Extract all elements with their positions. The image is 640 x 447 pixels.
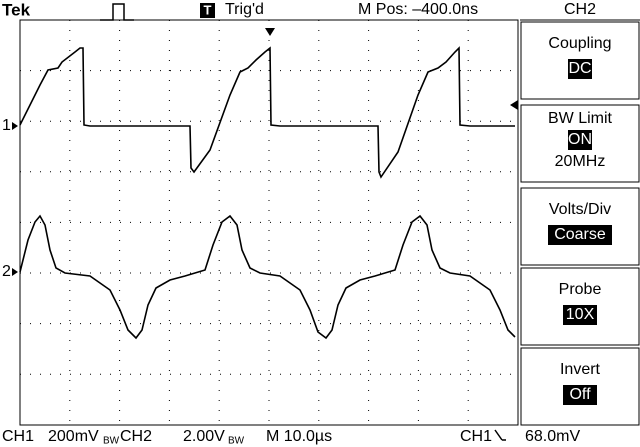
ch1-arrow [12, 122, 18, 130]
menu-value: Coarse [554, 226, 606, 243]
graticule-border [19, 19, 519, 426]
footer-ch2: CH2 [120, 428, 152, 445]
trigger-level-marker [510, 100, 518, 110]
menu-value: Off [569, 386, 591, 403]
menu-value-box [548, 225, 612, 245]
footer-ch1-scale: 200mV [48, 428, 99, 445]
menu-value-box [568, 59, 592, 79]
side-menu: Coupling DC BW Limit ON 20MHz Volts/Div Coarse… [520, 19, 640, 426]
ch2-arrow [12, 268, 18, 276]
menu-box [520, 187, 640, 266]
menu-label: Probe [559, 281, 602, 298]
channel: CH2 [564, 1, 596, 18]
menu-value: 10X [566, 306, 595, 323]
menu-box [520, 347, 640, 426]
trigger-status: Trig'd [225, 1, 264, 18]
position: M Pos: –400.0ns [358, 1, 478, 18]
footer-trigger-level: 68.0mV [525, 428, 580, 445]
ch1-marker: 1 [2, 117, 11, 134]
footer-ch1-bw: BW [103, 436, 120, 447]
trigger-slope-icon [494, 429, 506, 441]
trigger-icon: T [204, 2, 212, 17]
menu-label: Coupling [548, 35, 611, 52]
footer-ch2-bw: BW [228, 436, 245, 447]
menu-box [520, 267, 640, 346]
menu-box [520, 104, 640, 183]
menu-value: DC [568, 60, 591, 77]
menu-label: Invert [560, 361, 601, 378]
menu-value-box [563, 385, 597, 405]
menu-value-box [563, 305, 597, 325]
menu-extra: 20MHz [555, 153, 606, 170]
footer-ch1: CH1 [2, 428, 34, 445]
ch2-waveform [19, 214, 516, 340]
menu-value: ON [568, 131, 592, 148]
trigger-icon-box [200, 3, 215, 18]
menu-label: BW Limit [548, 110, 613, 127]
ch2-marker: 2 [2, 263, 11, 280]
ch1-waveform [19, 46, 515, 179]
pulse-icon [100, 3, 134, 21]
menu-label: Volts/Div [549, 201, 611, 218]
trigger-position-marker [265, 28, 275, 36]
brand: Tek [2, 0, 31, 19]
footer-trigger-source: CH1 [460, 428, 492, 445]
menu-box [520, 21, 640, 100]
menu-value-box [568, 130, 592, 150]
footer-ch2-scale: 2.00V [183, 428, 225, 445]
footer-timebase: M 10.0µs [266, 428, 332, 445]
